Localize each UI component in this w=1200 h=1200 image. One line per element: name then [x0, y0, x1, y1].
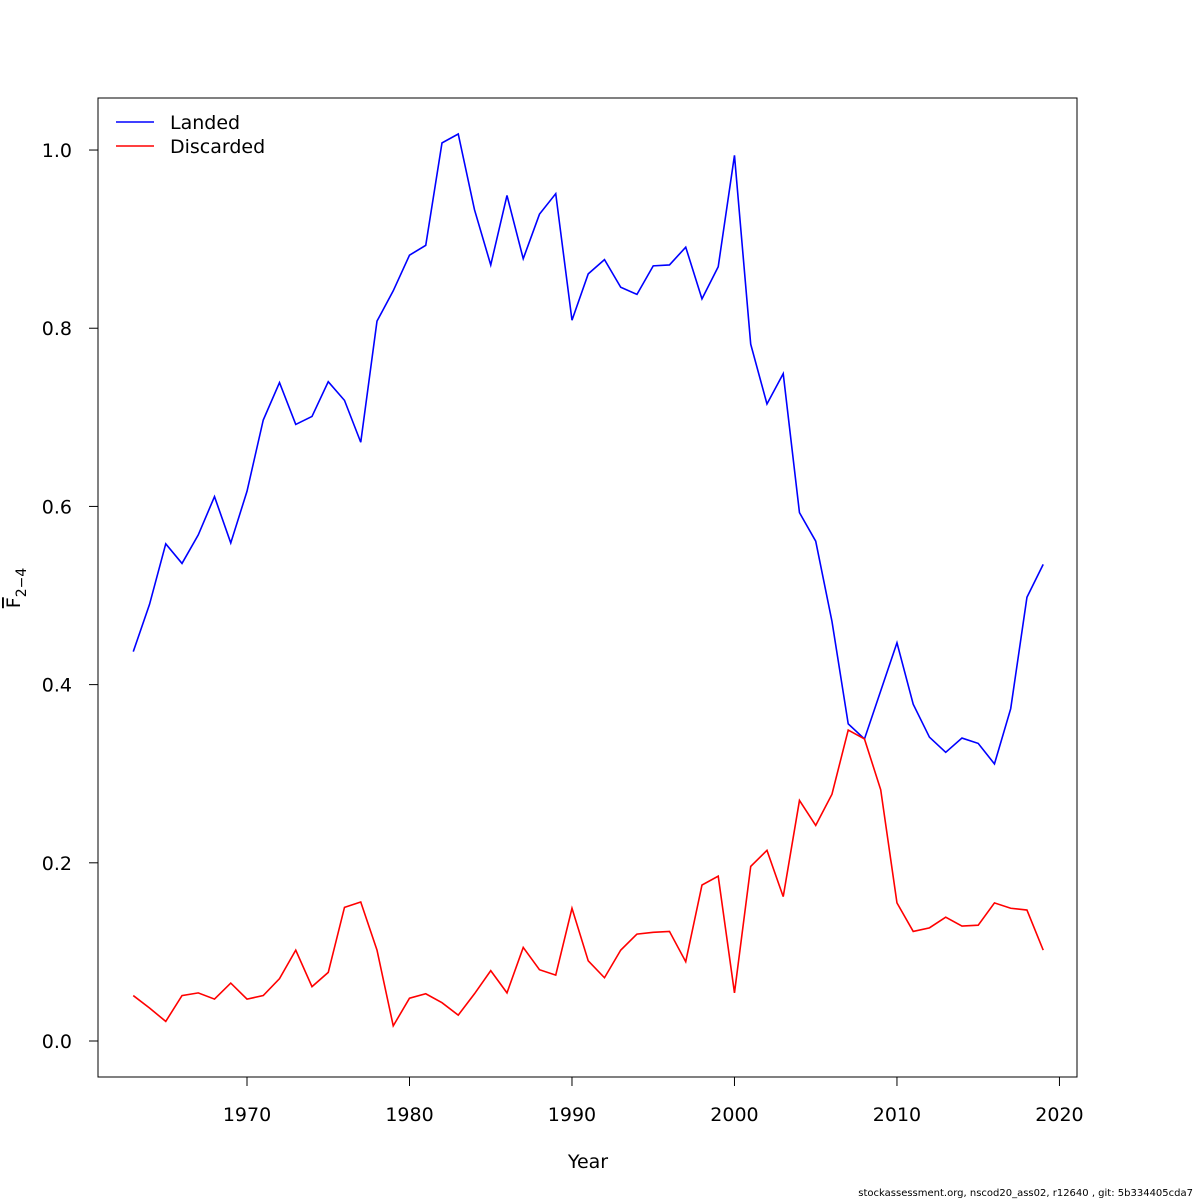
y-axis-subscript: 2−4 [14, 568, 30, 598]
y-tick-label: 0.8 [42, 318, 72, 340]
footer: stockassessment.org, nscod20_ass02, r126… [858, 1188, 1193, 1199]
y-tick-label: 0.6 [42, 496, 72, 518]
x-tick-label: 2000 [710, 1104, 758, 1126]
x-tick-label: 1980 [385, 1104, 433, 1126]
plot-frame [97, 97, 1078, 1078]
legend-label: Landed [170, 112, 240, 134]
x-tick-label: 2010 [873, 1104, 921, 1126]
x-tick-label: 2020 [1035, 1104, 1083, 1126]
y-tick-label: 0.0 [42, 1031, 72, 1053]
x-axis-title: Year [567, 1151, 608, 1173]
legend-label: Discarded [170, 136, 265, 158]
series-line [132, 132, 1044, 766]
x-tick-label: 1990 [548, 1104, 596, 1126]
x-tick-label: 1970 [223, 1104, 271, 1126]
y-axis-symbol: F [3, 597, 25, 608]
y-axis-title: F2−4 [3, 568, 30, 609]
series-line [132, 728, 1044, 1029]
y-tick-label: 0.2 [42, 853, 72, 875]
y-tick-label: 1.0 [42, 140, 72, 162]
y-tick-label: 0.4 [42, 675, 72, 697]
